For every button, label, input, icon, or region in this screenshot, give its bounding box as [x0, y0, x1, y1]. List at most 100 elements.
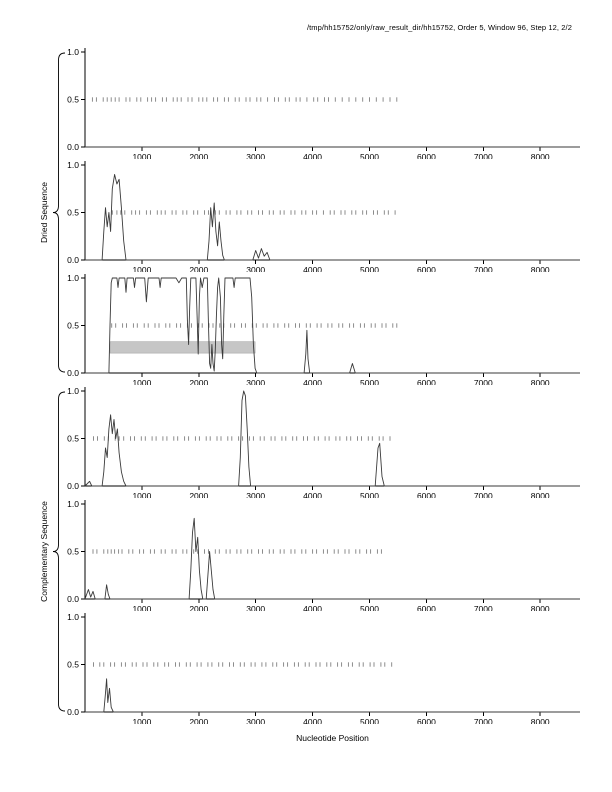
figure-title: /tmp/hh15752/only/raw_result_dir/hh15752…: [306, 23, 572, 32]
svg-text:4000: 4000: [303, 604, 322, 611]
svg-text:7000: 7000: [474, 604, 493, 611]
x-tick-labels: 1000 2000 3000 4000 5000 6000 7000 8000: [132, 265, 549, 272]
highlight-band: [109, 341, 256, 354]
svg-text:5000: 5000: [360, 604, 379, 611]
svg-text:1.0: 1.0: [67, 499, 79, 509]
svg-text:6000: 6000: [417, 491, 436, 498]
svg-text:2000: 2000: [189, 265, 208, 272]
svg-text:3000: 3000: [246, 604, 265, 611]
svg-text:0.5: 0.5: [67, 660, 79, 670]
svg-text:0.5: 0.5: [67, 321, 79, 331]
svg-text:0.0: 0.0: [67, 142, 79, 152]
svg-text:7000: 7000: [474, 717, 493, 724]
y-tick-labels: 0.0 0.5 1.0: [67, 273, 79, 378]
group-label-dried-sequence: Dried Sequence: [39, 182, 49, 243]
svg-text:8000: 8000: [531, 265, 550, 272]
svg-text:6000: 6000: [417, 378, 436, 385]
y-tick-labels: 0.0 0.5 1.0: [67, 612, 79, 717]
svg-text:4000: 4000: [303, 265, 322, 272]
svg-text:5000: 5000: [360, 491, 379, 498]
svg-text:0.5: 0.5: [67, 434, 79, 444]
svg-text:5000: 5000: [360, 717, 379, 724]
svg-text:1000: 1000: [132, 152, 151, 159]
svg-text:1000: 1000: [132, 604, 151, 611]
y-tick-labels: 0.0 0.5 1.0: [67, 386, 79, 491]
svg-text:7000: 7000: [474, 265, 493, 272]
svg-text:0.0: 0.0: [67, 481, 79, 491]
svg-text:4000: 4000: [303, 491, 322, 498]
rug-marks: [111, 210, 396, 215]
subplot-stack: 0.0 0.5 1.0 1000 2000 3000 4000 5000 6000 7000 800…: [55, 46, 595, 724]
svg-text:5000: 5000: [360, 152, 379, 159]
svg-text:1.0: 1.0: [67, 273, 79, 283]
subplot-complementary-1: 0.0 0.5 1.0 1000 2000 3000 4000 5000 6000 7000 800…: [67, 386, 580, 498]
svg-text:6000: 6000: [417, 604, 436, 611]
svg-text:0.5: 0.5: [67, 208, 79, 218]
axes: [81, 274, 580, 377]
svg-text:0.5: 0.5: [67, 95, 79, 105]
svg-text:1000: 1000: [132, 491, 151, 498]
svg-text:6000: 6000: [417, 152, 436, 159]
subplot-complementary-3: 0.0 0.5 1.0 1000 2000 3000 4000 5000 6000 7000 800…: [67, 612, 580, 724]
svg-text:1000: 1000: [132, 378, 151, 385]
axes: [81, 500, 580, 603]
svg-text:7000: 7000: [474, 378, 493, 385]
svg-text:5000: 5000: [360, 378, 379, 385]
svg-text:2000: 2000: [189, 378, 208, 385]
complementary-group-brace: [53, 391, 66, 712]
x-tick-labels: 1000 2000 3000 4000 5000 6000 7000 8000: [132, 604, 549, 611]
svg-text:1.0: 1.0: [67, 612, 79, 622]
svg-text:5000: 5000: [360, 265, 379, 272]
signal-line: [84, 390, 580, 487]
svg-text:8000: 8000: [531, 717, 550, 724]
svg-text:4000: 4000: [303, 152, 322, 159]
rug-marks: [91, 97, 398, 102]
svg-text:6000: 6000: [417, 717, 436, 724]
signal-line: [85, 277, 580, 374]
svg-text:0.0: 0.0: [67, 594, 79, 604]
svg-text:8000: 8000: [531, 491, 550, 498]
subplot-complementary-2: 0.0 0.5 1.0 1000 2000 3000 4000 5000 6000 7000 800…: [67, 499, 580, 611]
svg-text:2000: 2000: [189, 152, 208, 159]
svg-text:1.0: 1.0: [67, 386, 79, 396]
svg-text:3000: 3000: [246, 152, 265, 159]
signal-line: [84, 517, 580, 600]
svg-text:7000: 7000: [474, 491, 493, 498]
x-tick-labels: 1000 2000 3000 4000 5000 6000 7000 8000: [132, 491, 549, 498]
y-tick-labels: 0.0 0.5 1.0: [67, 499, 79, 604]
svg-text:1000: 1000: [132, 717, 151, 724]
svg-text:1000: 1000: [132, 265, 151, 272]
svg-text:0.0: 0.0: [67, 368, 79, 378]
dried-group-brace: [53, 52, 66, 373]
svg-text:4000: 4000: [303, 717, 322, 724]
x-axis-label: Nucleotide Position: [296, 733, 369, 743]
x-tick-labels: 1000 2000 3000 4000 5000 6000 7000 8000: [132, 152, 549, 159]
signal-line: [85, 678, 580, 713]
svg-text:3000: 3000: [246, 265, 265, 272]
svg-text:8000: 8000: [531, 378, 550, 385]
svg-text:1.0: 1.0: [67, 160, 79, 170]
svg-text:0.5: 0.5: [67, 547, 79, 557]
rug-marks: [93, 436, 391, 441]
subplot-dried-2: 0.0 0.5 1.0 1000 2000 3000 4000 5000 6000 7000 800…: [67, 160, 580, 272]
svg-text:0.0: 0.0: [67, 707, 79, 717]
svg-text:2000: 2000: [189, 604, 208, 611]
rug-marks: [92, 549, 382, 554]
y-tick-labels: 0.0 0.5 1.0: [67, 160, 79, 265]
svg-text:6000: 6000: [417, 265, 436, 272]
signal-line: [85, 174, 580, 261]
svg-text:8000: 8000: [531, 152, 550, 159]
svg-text:3000: 3000: [246, 491, 265, 498]
rug-marks: [111, 323, 398, 328]
svg-text:1.0: 1.0: [67, 47, 79, 57]
svg-text:2000: 2000: [189, 717, 208, 724]
svg-text:0.0: 0.0: [67, 255, 79, 265]
svg-text:4000: 4000: [303, 378, 322, 385]
rug-marks: [93, 662, 393, 667]
y-tick-labels: 0.0 0.5 1.0: [67, 47, 79, 152]
subplot-dried-1: 0.0 0.5 1.0 1000 2000 3000 4000 5000 6000 7000 800…: [67, 47, 580, 159]
svg-text:7000: 7000: [474, 152, 493, 159]
x-tick-labels: 1000 2000 3000 4000 5000 6000 7000 8000: [132, 378, 549, 385]
svg-text:2000: 2000: [189, 491, 208, 498]
